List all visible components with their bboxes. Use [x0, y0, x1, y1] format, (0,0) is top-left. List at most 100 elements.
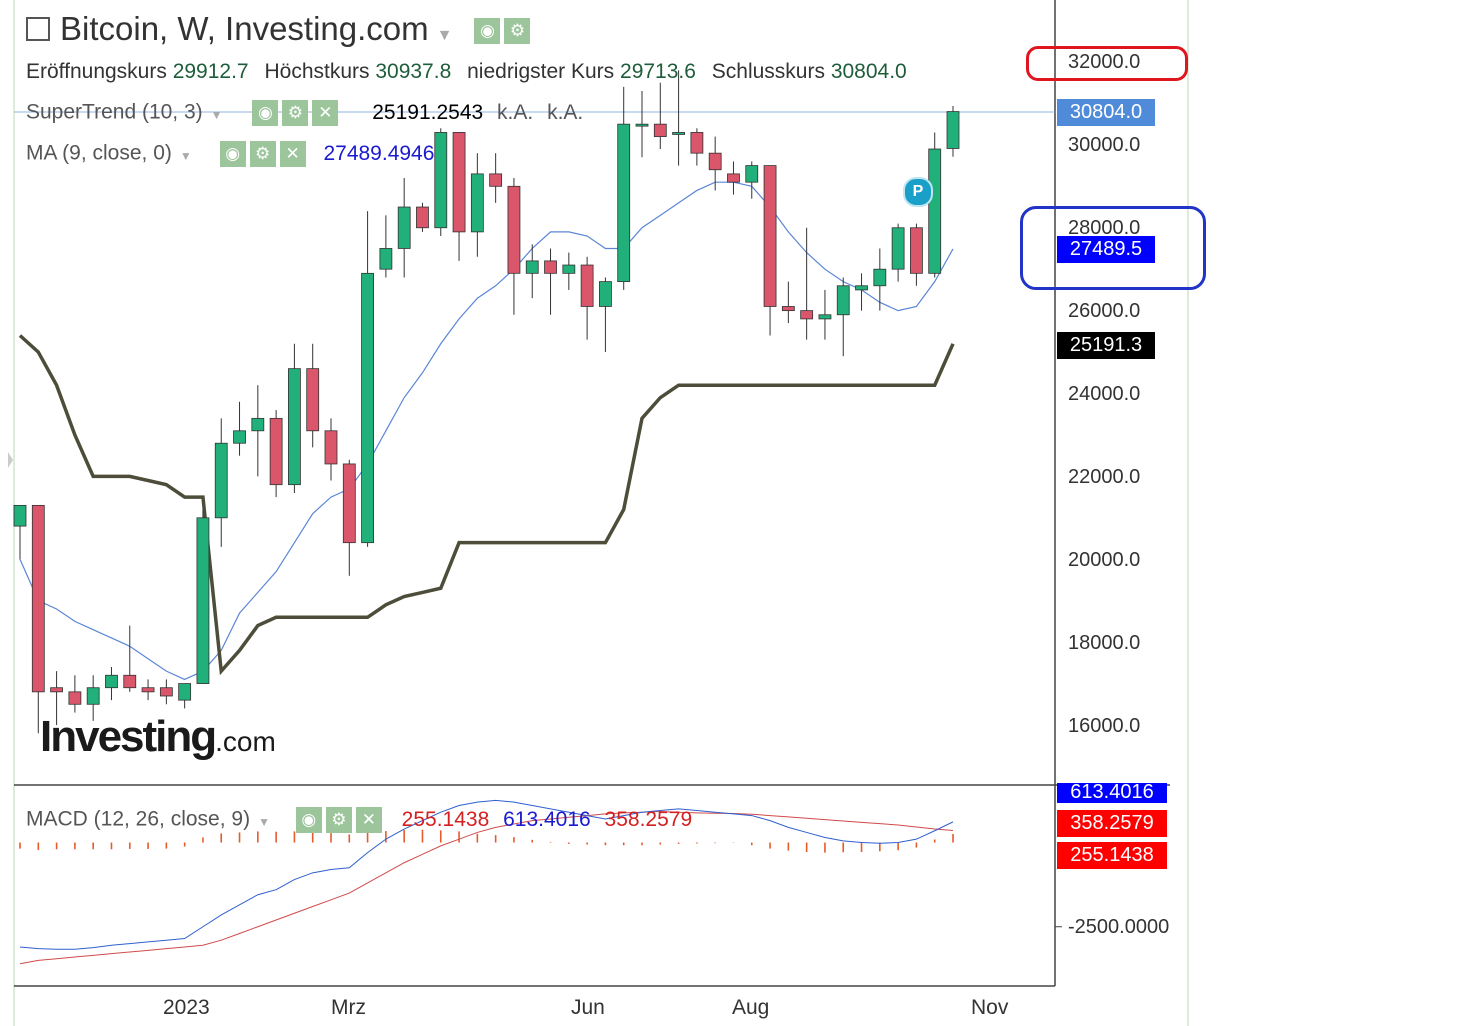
- candle: [727, 161, 740, 195]
- candle: [361, 211, 374, 547]
- candle-body: [873, 268, 887, 287]
- candle-body: [544, 260, 557, 274]
- candle: [86, 675, 100, 721]
- candle-body: [946, 111, 960, 149]
- candle-body: [525, 260, 539, 274]
- candle-body: [745, 165, 759, 183]
- candle: [233, 401, 246, 456]
- candle-body: [708, 152, 722, 171]
- ma-label[interactable]: MA (9, close, 0): [26, 141, 172, 165]
- candle: [562, 252, 576, 290]
- candle: [196, 509, 210, 684]
- candle-body: [727, 173, 740, 183]
- candle: [580, 256, 594, 340]
- y-tick-label: 18000.0: [1068, 632, 1141, 654]
- candle: [342, 459, 356, 576]
- candle: [836, 277, 850, 357]
- highlight-box-blue: [1020, 206, 1206, 290]
- candle-body: [781, 306, 795, 312]
- candle-body: [928, 148, 942, 274]
- ohlc-readout: Eröffnungskurs 29912.7 Höchstkurs 30937.…: [26, 60, 917, 84]
- candle: [123, 625, 137, 692]
- candle: [214, 418, 228, 547]
- candle: [379, 215, 393, 278]
- candle: [544, 248, 557, 315]
- macd-line-tag: 613.4016: [1057, 782, 1167, 803]
- candle: [763, 165, 777, 336]
- macd-value-line: 613.4016: [503, 807, 591, 831]
- close-icon[interactable]: ✕: [279, 141, 306, 167]
- candle-body: [690, 132, 704, 154]
- scroll-left-handle[interactable]: [8, 452, 13, 468]
- candle-body: [141, 687, 155, 693]
- supertrend-legend: SuperTrend (10, 3) ▼ ◉ ⚙ ✕ 25191.2543 k.A. …: [26, 100, 583, 126]
- gear-icon[interactable]: ⚙: [282, 100, 309, 126]
- close-value: 30804.0: [830, 60, 907, 83]
- candle: [873, 248, 887, 311]
- ma-legend: MA (9, close, 0) ▼ ◉ ⚙ ✕ 27489.4946: [26, 141, 434, 167]
- macd-signal-tag: 358.2579: [1057, 810, 1167, 837]
- chevron-down-icon[interactable]: ▼: [258, 814, 270, 829]
- supertrend-label[interactable]: SuperTrend (10, 3): [26, 100, 203, 124]
- candle: [105, 666, 118, 701]
- investing-logo: Investing.com: [40, 712, 276, 761]
- close-price-tag: 30804.0: [1057, 99, 1155, 126]
- high-label: Höchstkurs: [264, 60, 370, 83]
- candle-body: [361, 272, 374, 544]
- candle: [800, 227, 814, 340]
- candle-body: [489, 173, 503, 187]
- candle-body: [288, 368, 301, 486]
- low-label: niedrigster Kurs: [467, 60, 615, 83]
- chevron-down-icon[interactable]: ▼: [210, 107, 223, 122]
- y-tick-label: 28000.0: [1068, 217, 1141, 239]
- candle: [599, 277, 612, 353]
- chart-title: Bitcoin, W, Investing.com ▼ ◉ ⚙: [26, 10, 550, 48]
- candle: [397, 178, 411, 278]
- x-tick-label: 2023: [163, 996, 210, 1019]
- candle-body: [159, 687, 173, 697]
- eye-icon[interactable]: ◉: [295, 807, 322, 833]
- candle: [946, 106, 960, 157]
- x-tick-label: Nov: [971, 996, 1009, 1019]
- candle: [269, 410, 283, 498]
- close-icon[interactable]: ✕: [312, 100, 339, 126]
- collapse-icon[interactable]: [26, 17, 50, 42]
- candle-body: [836, 285, 850, 316]
- y-tick-label: 26000.0: [1068, 300, 1141, 322]
- chevron-down-icon[interactable]: ▼: [436, 27, 453, 44]
- macd-line: [19, 799, 954, 950]
- supertrend-line: [18, 334, 955, 676]
- eye-icon[interactable]: ◉: [252, 100, 279, 126]
- macd-label[interactable]: MACD (12, 26, close, 9): [26, 807, 251, 831]
- gear-icon[interactable]: ⚙: [325, 807, 352, 833]
- macd-hist-tag: 255.1438: [1057, 842, 1167, 869]
- candle: [910, 223, 923, 286]
- macd-value-signal: 358.2579: [604, 807, 693, 831]
- macd-y-tick-label: -2500.0000: [1068, 916, 1170, 938]
- candle: [635, 91, 649, 158]
- eye-icon[interactable]: ◉: [219, 141, 246, 167]
- candle-body: [50, 687, 63, 693]
- y-tick-label: 20000.0: [1068, 549, 1141, 571]
- candle: [781, 281, 795, 324]
- close-icon[interactable]: ✕: [355, 807, 382, 833]
- eye-icon[interactable]: ◉: [474, 18, 501, 45]
- candle-body: [416, 206, 429, 229]
- candle: [178, 683, 192, 709]
- y-tick-label: 16000.0: [1068, 715, 1141, 737]
- candle-body: [800, 310, 814, 320]
- supertrend-price-tag: 25191.3: [1057, 332, 1155, 359]
- gear-icon[interactable]: ⚙: [504, 18, 531, 45]
- candle-body: [233, 430, 246, 444]
- candle-body: [653, 123, 667, 137]
- pattern-marker-icon[interactable]: P: [903, 177, 933, 207]
- candle: [891, 223, 905, 282]
- candle: [288, 343, 301, 493]
- candle: [251, 385, 265, 477]
- candle: [13, 504, 27, 560]
- candle: [470, 153, 484, 257]
- chevron-down-icon[interactable]: ▼: [179, 148, 192, 163]
- candle: [672, 70, 685, 166]
- gear-icon[interactable]: ⚙: [249, 141, 276, 167]
